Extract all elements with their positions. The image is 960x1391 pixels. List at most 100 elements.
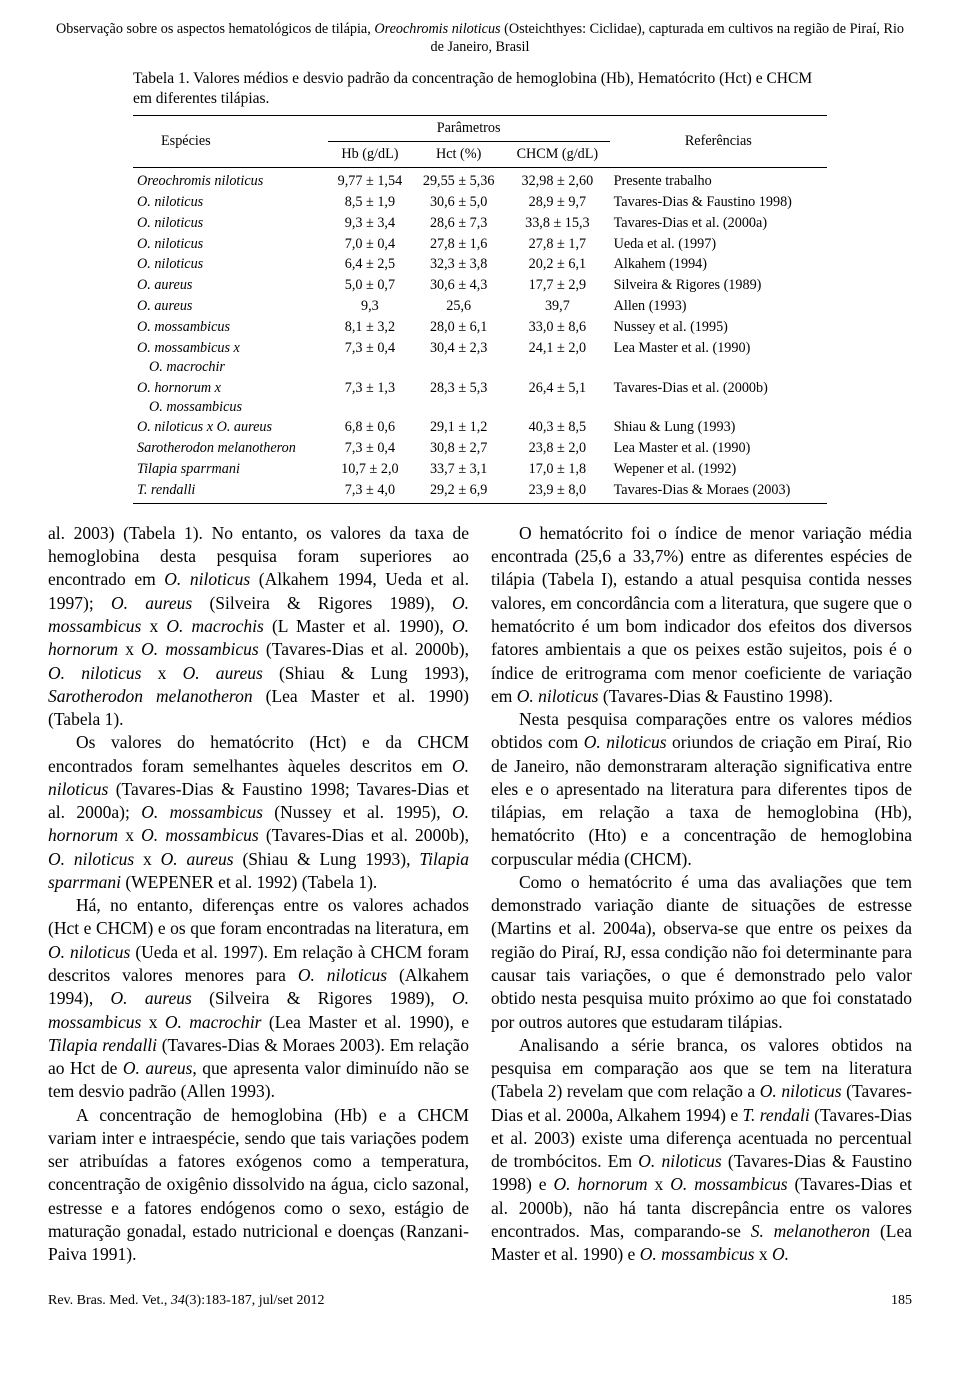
cell-hb: 10,7 ± 2,0 [328,459,413,480]
cell-chcm: 27,8 ± 1,7 [505,234,610,255]
cell-chcm: 32,98 ± 2,60 [505,167,610,191]
cell-chcm: 39,7 [505,296,610,317]
cell-species: Sarotherodon melanotheron [133,438,328,459]
cell-species: O. niloticus x O. aureus [133,417,328,438]
cell-species: O. mossambicus xO. macrochir [133,338,328,378]
cell-species: O. niloticus [133,254,328,275]
col-hb: Hb (g/dL) [328,142,413,168]
cell-chcm: 40,3 ± 8,5 [505,417,610,438]
col-parametros: Parâmetros [328,116,610,142]
table-row: O. hornorum xO. mossambicus7,3 ± 1,328,3… [133,378,827,418]
cell-chcm: 20,2 ± 6,1 [505,254,610,275]
cell-chcm: 23,8 ± 2,0 [505,438,610,459]
cell-hct: 28,3 ± 5,3 [412,378,505,418]
table-row: O. niloticus6,4 ± 2,532,3 ± 3,820,2 ± 6,… [133,254,827,275]
table-row: O. aureus5,0 ± 0,730,6 ± 4,317,7 ± 2,9Si… [133,275,827,296]
cell-hb: 9,3 ± 3,4 [328,213,413,234]
cell-ref: Tavares-Dias & Moraes (2003) [610,480,827,503]
footer-citation: Rev. Bras. Med. Vet., 34(3):183-187, jul… [48,1292,325,1311]
cell-species: O. niloticus [133,234,328,255]
cell-hb: 9,77 ± 1,54 [328,167,413,191]
cell-chcm: 28,9 ± 9,7 [505,192,610,213]
cell-species: O. hornorum xO. mossambicus [133,378,328,418]
cell-hct: 30,4 ± 2,3 [412,338,505,378]
cell-hb: 7,3 ± 1,3 [328,378,413,418]
cell-species: O. niloticus [133,213,328,234]
cell-hct: 29,55 ± 5,36 [412,167,505,191]
cell-hct: 30,8 ± 2,7 [412,438,505,459]
page-footer: Rev. Bras. Med. Vet., 34(3):183-187, jul… [48,1292,912,1311]
cell-hct: 30,6 ± 4,3 [412,275,505,296]
cell-hb: 8,1 ± 3,2 [328,317,413,338]
cell-hct: 29,1 ± 1,2 [412,417,505,438]
cell-hct: 25,6 [412,296,505,317]
table-row: O. niloticus8,5 ± 1,930,6 ± 5,028,9 ± 9,… [133,192,827,213]
cell-hct: 28,6 ± 7,3 [412,213,505,234]
cell-chcm: 26,4 ± 5,1 [505,378,610,418]
page-number: 185 [891,1292,912,1311]
cell-ref: Presente trabalho [610,167,827,191]
cell-hb: 7,0 ± 0,4 [328,234,413,255]
col-referencias: Referências [610,116,827,168]
col-hct: Hct (%) [412,142,505,168]
cell-hb: 9,3 [328,296,413,317]
cell-chcm: 33,8 ± 15,3 [505,213,610,234]
cell-hb: 6,8 ± 0,6 [328,417,413,438]
paragraph: Há, no entanto, diferenças entre os valo… [48,894,469,1103]
cell-chcm: 33,0 ± 8,6 [505,317,610,338]
col-especies: Espécies [133,116,328,168]
cell-chcm: 17,7 ± 2,9 [505,275,610,296]
paragraph: O hematócrito foi o índice de menor vari… [491,522,912,708]
running-header-text: Observação sobre os aspectos hematológic… [56,21,904,55]
cell-chcm: 24,1 ± 2,0 [505,338,610,378]
cell-ref: Lea Master et al. (1990) [610,438,827,459]
cell-ref: Shiau & Lung (1993) [610,417,827,438]
table-row: Sarotherodon melanotheron7,3 ± 0,430,8 ±… [133,438,827,459]
cell-ref: Alkahem (1994) [610,254,827,275]
cell-ref: Nussey et al. (1995) [610,317,827,338]
table-1: Espécies Parâmetros Referências Hb (g/dL… [133,115,827,504]
cell-hct: 32,3 ± 3,8 [412,254,505,275]
paragraph: Os valores do hematócrito (Hct) e da CHC… [48,731,469,894]
table-row: Oreochromis niloticus9,77 ± 1,5429,55 ± … [133,167,827,191]
cell-ref: Allen (1993) [610,296,827,317]
table-row: Tilapia sparrmani10,7 ± 2,033,7 ± 3,117,… [133,459,827,480]
table-row: O. niloticus7,0 ± 0,427,8 ± 1,627,8 ± 1,… [133,234,827,255]
table-row: O. niloticus9,3 ± 3,428,6 ± 7,333,8 ± 15… [133,213,827,234]
paragraph: Nesta pesquisa comparações entre os valo… [491,708,912,871]
paragraph: al. 2003) (Tabela 1). No entanto, os val… [48,522,469,731]
cell-hct: 28,0 ± 6,1 [412,317,505,338]
cell-hct: 27,8 ± 1,6 [412,234,505,255]
table-row: O. niloticus x O. aureus6,8 ± 0,629,1 ± … [133,417,827,438]
cell-hb: 7,3 ± 4,0 [328,480,413,503]
cell-species: O. mossambicus [133,317,328,338]
cell-species: O. aureus [133,296,328,317]
cell-ref: Tavares-Dias & Faustino 1998) [610,192,827,213]
cell-hct: 33,7 ± 3,1 [412,459,505,480]
table-caption: Tabela 1. Valores médios e desvio padrão… [133,69,827,109]
paragraph: Analisando a série branca, os valores ob… [491,1034,912,1267]
table-row: T. rendalli7,3 ± 4,029,2 ± 6,923,9 ± 8,0… [133,480,827,503]
cell-species: T. rendalli [133,480,328,503]
cell-ref: Ueda et al. (1997) [610,234,827,255]
cell-species: Tilapia sparrmani [133,459,328,480]
cell-ref: Tavares-Dias et al. (2000a) [610,213,827,234]
table-row: O. mossambicus xO. macrochir7,3 ± 0,430,… [133,338,827,378]
body-text: al. 2003) (Tabela 1). No entanto, os val… [48,522,912,1267]
cell-ref: Tavares-Dias et al. (2000b) [610,378,827,418]
cell-ref: Lea Master et al. (1990) [610,338,827,378]
cell-hct: 29,2 ± 6,9 [412,480,505,503]
cell-hb: 8,5 ± 1,9 [328,192,413,213]
paragraph: A concentração de hemoglobina (Hb) e a C… [48,1104,469,1267]
cell-hb: 7,3 ± 0,4 [328,438,413,459]
cell-species: O. niloticus [133,192,328,213]
col-chcm: CHCM (g/dL) [505,142,610,168]
cell-chcm: 17,0 ± 1,8 [505,459,610,480]
cell-chcm: 23,9 ± 8,0 [505,480,610,503]
cell-hb: 5,0 ± 0,7 [328,275,413,296]
cell-ref: Silveira & Rigores (1989) [610,275,827,296]
table-row: O. aureus9,325,639,7Allen (1993) [133,296,827,317]
cell-hct: 30,6 ± 5,0 [412,192,505,213]
cell-hb: 6,4 ± 2,5 [328,254,413,275]
table-row: O. mossambicus8,1 ± 3,228,0 ± 6,133,0 ± … [133,317,827,338]
